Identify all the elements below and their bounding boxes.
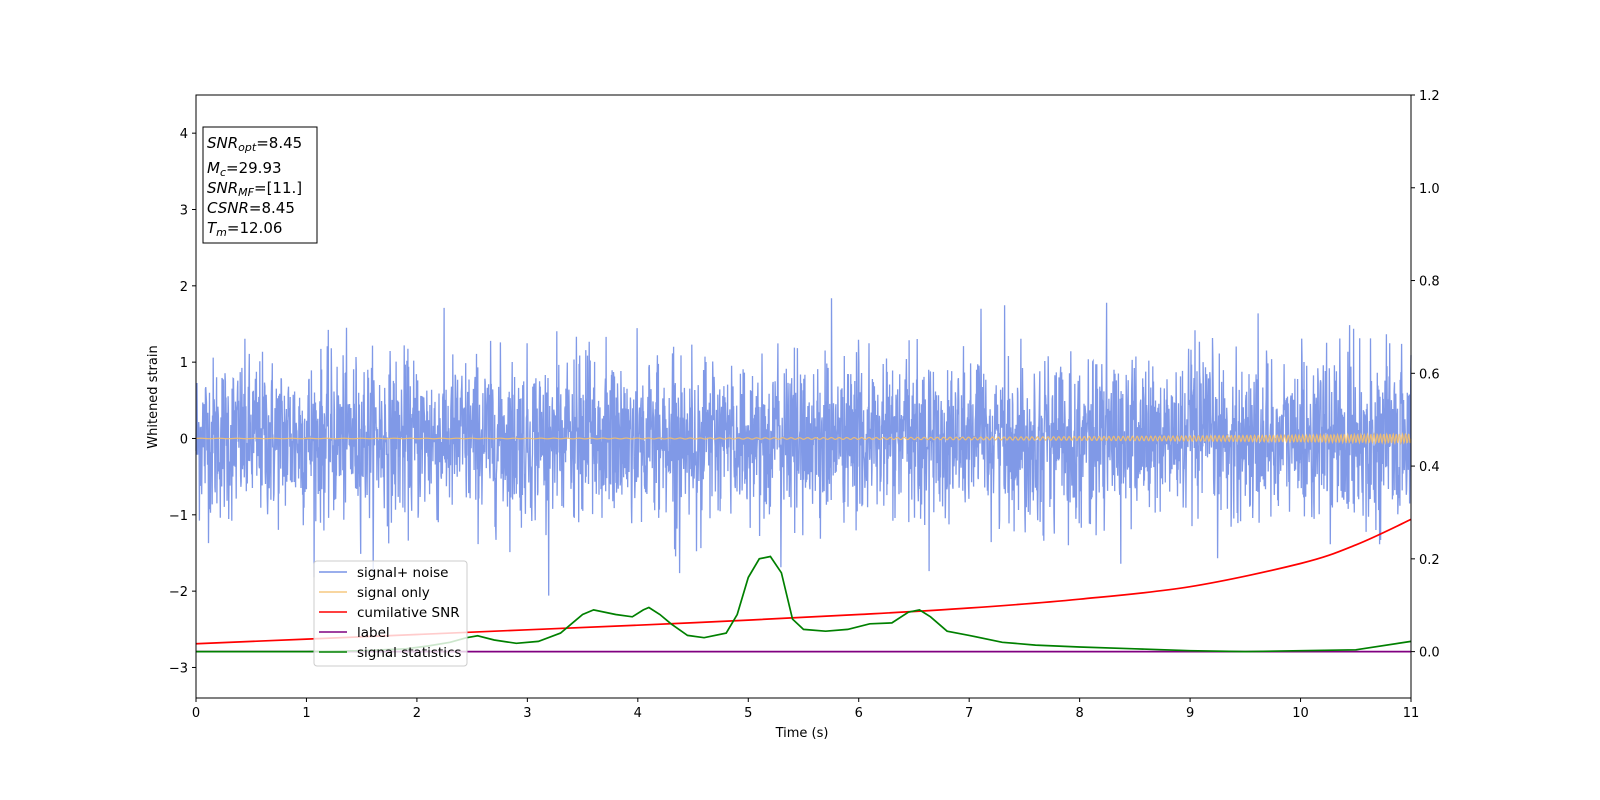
signal-only-line [195,431,1412,446]
y-left-tick-label: −2 [169,585,188,600]
x-tick-label: 1 [302,706,310,721]
signal-noise-line [195,298,1412,596]
signal-only-series [195,431,1412,446]
legend-label: label [357,625,390,641]
x-tick-label: 9 [1186,706,1194,721]
x-tick-label: 4 [634,706,642,721]
y-right-tick-label: 0.2 [1419,553,1440,568]
legend-entry: signal+ noise [319,565,448,581]
info-tm: Tm=12.06 [207,219,282,239]
y-left-tick-label: 0 [180,432,188,447]
y-left-tick-label: −3 [169,661,188,676]
y-axis-right: 0.0 0.2 0.4 0.6 0.8 1.0 1.2 [1411,89,1440,661]
signal-noise-series [195,298,1412,596]
x-tick-label: 2 [413,706,421,721]
y-right-tick-label: 0.0 [1419,646,1440,661]
y-right-tick-label: 1.2 [1419,89,1440,104]
legend-label: signal statistics [357,645,461,661]
y-left-tick-label: 3 [180,203,188,218]
x-axis: 0 1 2 3 4 5 6 7 8 9 10 11 [192,698,1419,721]
legend-label: cumilative SNR [357,605,460,621]
y-left-tick-label: 2 [180,280,188,295]
y-axis-left: −3 −2 −1 0 1 2 3 4 [169,127,196,676]
legend: signal+ noise signal only cumilative SNR… [313,560,468,667]
legend-entry: signal statistics [319,645,461,661]
y-right-tick-label: 0.4 [1419,460,1440,475]
legend-frame [313,560,468,667]
x-tick-label: 7 [965,706,973,721]
x-tick-label: 11 [1403,706,1420,721]
info-box: SNRopt=8.45 Mc=29.93 SNRMF=[11.] CSNR=8.… [202,126,318,244]
y-left-tick-label: −1 [169,509,188,524]
plot-frame [195,94,1412,699]
info-snr-mf: SNRMF=[11.] [207,179,302,199]
legend-label: signal+ noise [357,565,448,581]
y-right-tick-label: 1.0 [1419,182,1440,197]
legend-label: signal only [357,585,430,601]
y-left-tick-label: 1 [180,356,188,371]
x-tick-label: 6 [855,706,863,721]
x-tick-label: 8 [1075,706,1083,721]
legend-entry: label [319,625,390,641]
x-tick-label: 10 [1292,706,1309,721]
x-axis-label: Time (s) [775,726,829,741]
info-csnr: CSNR=8.45 [207,199,295,217]
y-left-tick-label: 4 [180,127,188,142]
x-tick-label: 0 [192,706,200,721]
x-tick-label: 3 [523,706,531,721]
y-right-tick-label: 0.6 [1419,367,1440,382]
legend-entry: signal only [319,585,430,601]
info-snr-opt: SNRopt=8.45 [207,134,302,154]
legend-entry: cumilative SNR [319,605,460,621]
signal-statistics-line [196,555,1412,653]
info-box-frame [202,126,318,244]
y-right-tick-label: 0.8 [1419,275,1440,290]
y-axis-label: Whitened strain [146,345,161,448]
info-mc: Mc=29.93 [207,159,282,179]
x-tick-label: 5 [744,706,752,721]
